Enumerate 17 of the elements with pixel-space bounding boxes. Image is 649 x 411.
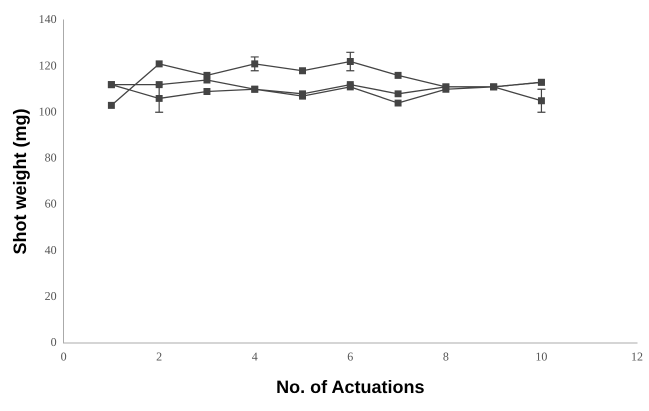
y-tick-label: 120 bbox=[38, 58, 57, 72]
y-tick-label: 100 bbox=[38, 104, 57, 118]
y-tick-label: 40 bbox=[44, 242, 57, 257]
x-tick-label: 4 bbox=[252, 349, 258, 364]
y-axis-title: Shot weight (mg) bbox=[10, 108, 30, 254]
y-tick-label: 20 bbox=[44, 289, 57, 304]
x-tick-label: 0 bbox=[60, 349, 67, 364]
x-tick-label: 2 bbox=[156, 349, 162, 364]
y-tick-label: 0 bbox=[50, 335, 57, 350]
y-tick-label: 140 bbox=[38, 12, 57, 26]
x-tick-label: 8 bbox=[442, 349, 449, 364]
y-tick-label: 60 bbox=[44, 196, 57, 211]
x-tick-label: 6 bbox=[347, 349, 354, 364]
x-tick-label: 12 bbox=[631, 349, 643, 364]
x-axis-title: No. of Actuations bbox=[276, 377, 424, 398]
y-tick-label: 80 bbox=[44, 150, 57, 165]
x-tick-label: 10 bbox=[535, 349, 548, 364]
